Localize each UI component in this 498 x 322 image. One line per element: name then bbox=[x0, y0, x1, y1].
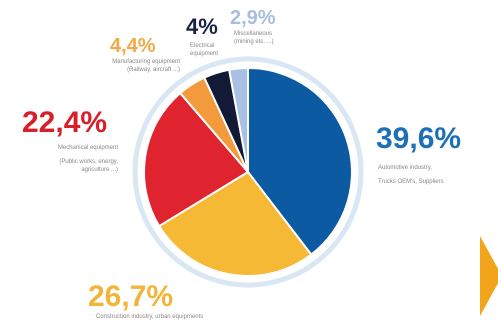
pie-slice-misc bbox=[227, 66, 249, 173]
caption-automotive-line-2: Trucks OEM's, Suppliers bbox=[378, 179, 444, 186]
label-electrical-pct: 4% bbox=[186, 14, 218, 39]
caption-manufacturing-line-2: (Railway, aircraft ...) bbox=[127, 67, 180, 74]
caption-electrical: Electrical equipment bbox=[190, 42, 218, 58]
label-mechanical-pct: 22,4% bbox=[22, 106, 108, 139]
label-misc-pct: 2,9% bbox=[230, 7, 276, 29]
play-arrow-icon[interactable] bbox=[480, 236, 498, 316]
caption-automotive-line-1: Automotive industry, bbox=[378, 165, 432, 171]
pie-slice-mechanical bbox=[143, 91, 250, 228]
caption-misc-line-2: (mining etc. ...) bbox=[234, 39, 274, 46]
caption-mechanical: Mechanical equipment (Public works, ener… bbox=[26, 144, 118, 174]
caption-electrical-line-2: equipment bbox=[190, 51, 219, 58]
caption-mechanical-line-2: (Public works, energy, bbox=[59, 159, 118, 166]
label-manufacturing-pct: 4,4% bbox=[110, 35, 156, 57]
pie-slice-automotive bbox=[247, 66, 353, 256]
pie-outer-ring bbox=[132, 56, 364, 288]
label-automotive-pct: 39,6% bbox=[376, 122, 462, 155]
caption-manufacturing-line-1: Manufacturing equipment bbox=[112, 59, 180, 65]
caption-automotive: Automotive industry, Trucks OEM's, Suppl… bbox=[378, 164, 444, 186]
caption-manufacturing: Manufacturing equipment (Railway, aircra… bbox=[96, 58, 180, 74]
caption-misc: Miscellaneous (mining etc. ...) bbox=[234, 30, 274, 46]
caption-construction-line-1: Construction industry, urban equipments bbox=[96, 314, 204, 320]
caption-construction: Construction industry, urban equipments bbox=[96, 313, 203, 321]
caption-mechanical-line-3: agriculture ...) bbox=[81, 167, 118, 174]
caption-mechanical-line-1: Mechanical equipment bbox=[57, 145, 118, 151]
label-construction-pct: 26,7% bbox=[88, 280, 174, 313]
caption-electrical-line-1: Electrical bbox=[190, 43, 215, 49]
pie-slice-construction bbox=[157, 170, 313, 277]
caption-misc-line-1: Miscellaneous bbox=[234, 31, 273, 37]
